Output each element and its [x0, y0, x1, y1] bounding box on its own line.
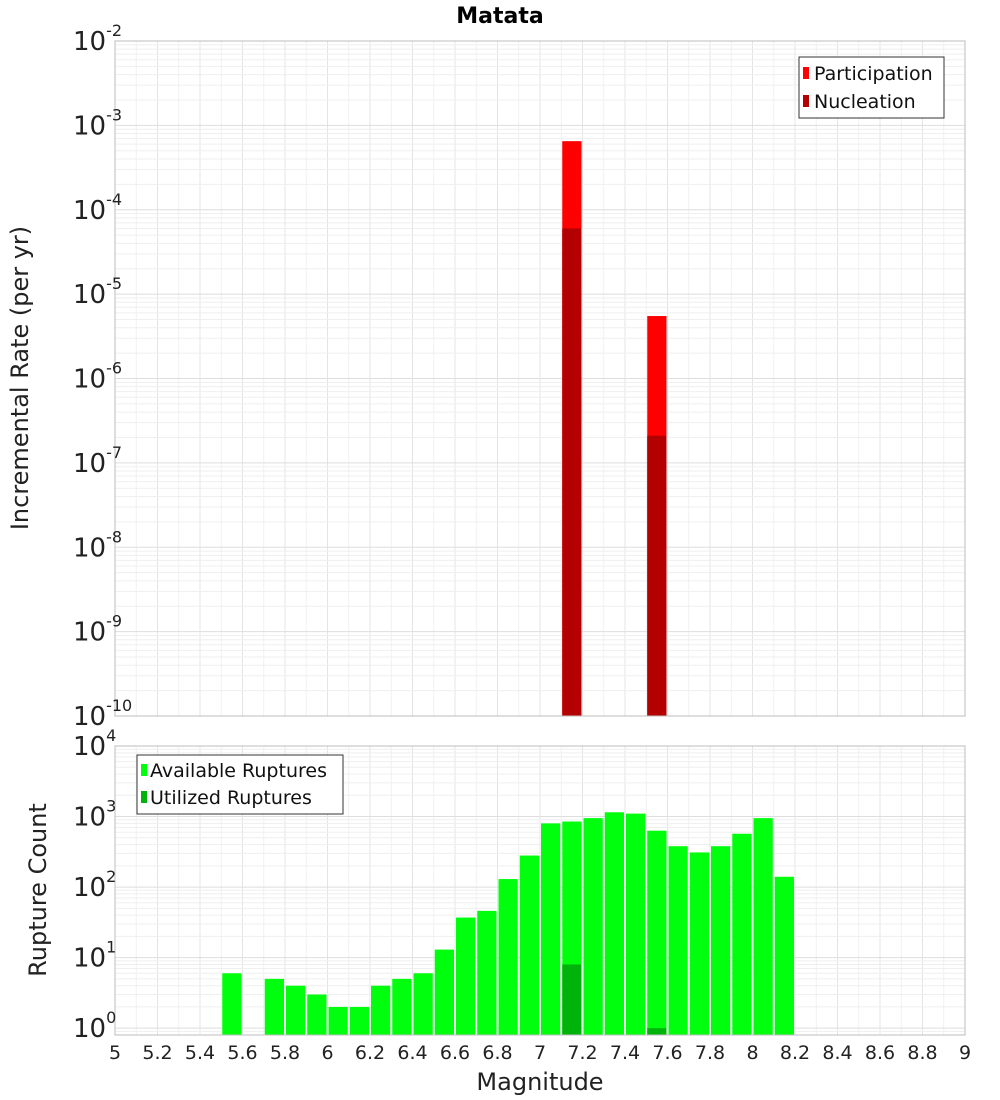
count-bars: [222, 812, 794, 1035]
rate-plot-border: [114, 40, 966, 717]
x-ticks: 5 5.2 5.4 5.6 5.8 6 6.2 6.4 6.6 6.8 7 7.2 7.4 7.6 7.8 8…: [109, 1042, 971, 1064]
rate-y-axis-label: Incremental Rate (per yr): [6, 226, 34, 530]
legend-label-utilized: Utilized Ruptures: [150, 787, 312, 809]
count-legend-box: [136, 754, 344, 815]
x-tick-label: 5.8: [270, 1042, 300, 1064]
rate-legend-box: [798, 56, 945, 119]
y-tick-label: 10-5: [73, 274, 122, 310]
available-ruptures-bar: [477, 910, 497, 1035]
x-axis-label: Magnitude: [476, 1068, 603, 1096]
count-plot-border: [114, 745, 966, 1036]
x-tick-label: 5.4: [185, 1042, 215, 1064]
y-tick-label: 104: [73, 726, 116, 762]
available-ruptures-bar: [434, 949, 454, 1035]
rate-y-ticks: 10-10 10-9 10-8 10-7 10-6 10-5 10-4 10-3 10-2: [73, 21, 132, 732]
x-tick-label: 8.6: [865, 1042, 895, 1064]
rate-panel: 10-10 10-9 10-8 10-7 10-6 10-5 10-4 10-3 10-2 In…: [6, 21, 966, 732]
legend-swatch-nucleation: [803, 95, 809, 107]
y-tick-label: 10-3: [73, 105, 122, 141]
y-tick-label: 100: [73, 1008, 116, 1044]
x-tick-label: 7.2: [567, 1042, 597, 1064]
y-tick-label: 10-6: [73, 359, 122, 395]
available-ruptures-bar: [498, 879, 518, 1035]
legend-swatch-available: [141, 764, 147, 776]
x-tick-label: 6.2: [355, 1042, 385, 1064]
legend-swatch-participation: [803, 67, 809, 79]
available-ruptures-bar: [349, 1006, 369, 1035]
available-ruptures-bar: [328, 1006, 348, 1035]
utilized-ruptures-bar: [647, 1028, 667, 1035]
rate-legend: Participation Nucleation: [798, 56, 945, 119]
available-ruptures-bar: [307, 994, 327, 1035]
y-tick-label: 10-2: [73, 21, 122, 57]
x-tick-label: 6.8: [482, 1042, 512, 1064]
rate-gridlines: [114, 40, 966, 717]
available-ruptures-bar: [413, 973, 433, 1035]
available-ruptures-bar: [647, 830, 667, 1035]
x-tick-label: 9: [959, 1042, 971, 1064]
x-tick-label: 8.4: [822, 1042, 852, 1064]
available-ruptures-bar: [753, 818, 773, 1035]
nucleation-bar: [562, 228, 582, 716]
x-tick-label: 8: [746, 1042, 758, 1064]
available-ruptures-bar: [371, 985, 391, 1035]
legend-label-participation: Participation: [814, 63, 933, 85]
count-y-ticks: 100 101 102 103 104: [73, 726, 116, 1044]
available-ruptures-bar: [774, 876, 794, 1035]
legend-label-nucleation: Nucleation: [814, 91, 916, 113]
x-tick-label: 5.2: [142, 1042, 172, 1064]
available-ruptures-bar: [711, 846, 731, 1035]
utilized-ruptures-bar: [562, 964, 582, 1035]
x-tick-label: 8.2: [780, 1042, 810, 1064]
x-tick-label: 7.4: [610, 1042, 640, 1064]
x-tick-label: 6.4: [397, 1042, 427, 1064]
chart-title: Matata: [456, 4, 543, 29]
available-ruptures-bar: [583, 818, 603, 1035]
available-ruptures-bar: [222, 973, 242, 1035]
x-tick-label: 5.6: [227, 1042, 257, 1064]
x-tick-label: 5: [109, 1042, 121, 1064]
available-ruptures-bar: [541, 823, 561, 1035]
available-ruptures-bar: [264, 978, 284, 1035]
y-tick-label: 10-9: [73, 612, 122, 648]
available-ruptures-bar: [456, 917, 476, 1035]
x-tick-label: 6.6: [440, 1042, 470, 1064]
count-panel: 100 101 102 103 104 5 5.2 5.4 5.6 5.8 6 6.2 6.4 6.6 6…: [24, 726, 971, 1096]
legend-label-available: Available Ruptures: [150, 760, 327, 782]
y-tick-label: 10-10: [73, 696, 132, 732]
y-tick-label: 103: [73, 797, 116, 833]
count-y-axis-label: Rupture Count: [24, 803, 52, 977]
x-tick-label: 6: [321, 1042, 333, 1064]
x-tick-label: 7: [534, 1042, 546, 1064]
x-tick-label: 7.8: [695, 1042, 725, 1064]
count-legend: Available Ruptures Utilized Ruptures: [136, 754, 344, 815]
x-tick-label: 7.6: [652, 1042, 682, 1064]
rate-bars: [562, 141, 667, 717]
available-ruptures-bar: [732, 833, 752, 1035]
available-ruptures-bar: [519, 855, 539, 1035]
available-ruptures-bar: [626, 813, 646, 1035]
nucleation-bar: [647, 435, 667, 716]
available-ruptures-bar: [286, 985, 306, 1035]
x-tick-label: 8.8: [907, 1042, 937, 1064]
y-tick-label: 10-4: [73, 190, 122, 226]
y-tick-label: 101: [73, 938, 116, 974]
available-ruptures-bar: [668, 846, 688, 1035]
available-ruptures-bar: [392, 978, 412, 1035]
y-tick-label: 10-7: [73, 443, 122, 479]
available-ruptures-bar: [604, 812, 624, 1035]
legend-swatch-utilized: [141, 791, 147, 803]
available-ruptures-bar: [689, 852, 709, 1035]
y-tick-label: 102: [73, 867, 116, 903]
y-tick-label: 10-8: [73, 527, 122, 563]
